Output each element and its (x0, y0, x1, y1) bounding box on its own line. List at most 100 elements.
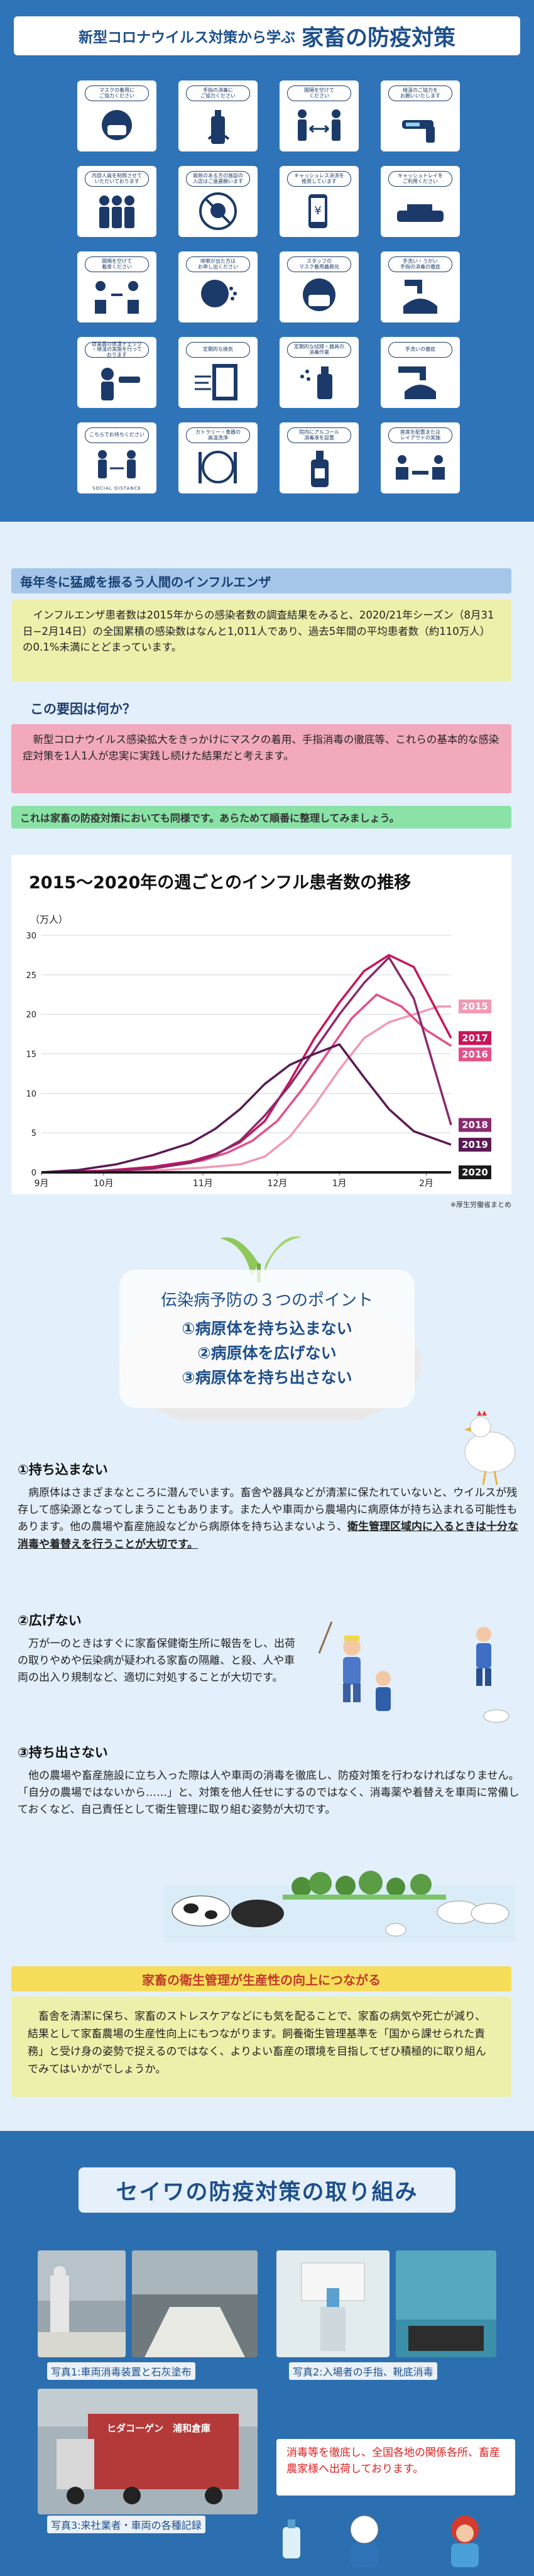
people-limit-icon (99, 195, 134, 228)
pictogram-label: 座席を配置または レイアウトの実施 (388, 427, 452, 443)
y-tick-label: 15 (26, 1050, 36, 1060)
x-tick-label: 1月 (332, 1179, 347, 1189)
bridge-note: これは家畜の防疫対策においても同様です。あらためて順番に整理してみましょう。 (11, 806, 511, 828)
series-tag-2019 (459, 1138, 491, 1152)
faucet-icon (398, 366, 436, 399)
pictogram-label: 手指の消毒に ご協力ください (186, 85, 250, 101)
cough-icon (201, 280, 237, 307)
caption-photo-1: 写真1:車両消毒装置と石灰塗布 (47, 2362, 195, 2380)
pictogram-label: 手洗い・うがい 手指の消毒の徹底 (388, 256, 452, 272)
pictogram-card: 間隔を空けて 着席ください (77, 251, 156, 322)
chart-title: 2015〜2020年の週ごとのインフル患者数の推移 (29, 873, 411, 893)
pictogram-card: マスクの着用に ご協力ください (77, 80, 156, 151)
pictogram-card: 咳嗽が出た方は お申し出ください (178, 251, 258, 322)
pictogram-bottom-label: SOCIAL DISTANCE (92, 486, 141, 491)
pictogram-card: 手指の消毒に ご協力ください (178, 80, 258, 151)
pictogram-card: 手洗いの徹底 (381, 337, 460, 408)
caption-photo-2: 写真2:入場者の手指、靴底消毒 (289, 2362, 437, 2380)
pictogram-card: 検温のご協力を お願いいたします (381, 80, 460, 151)
pictogram-card: キャッシュトレイを ご利用ください (381, 166, 460, 237)
hygiene-heading: 家畜の衛生管理が生産性の向上につながる (11, 1966, 511, 1991)
series-tag-2018 (459, 1118, 491, 1132)
sanitizer-icon (207, 110, 230, 144)
pictogram-card: スタッフの マスク着用義務化 (280, 251, 359, 322)
series-tag-2016 (459, 1047, 491, 1062)
shoe-mat-icon (396, 2250, 496, 2351)
seating-icon (95, 281, 139, 314)
pictogram-label: キャッシュトレイを ご利用ください (388, 171, 452, 187)
photo-disinfection-gate (38, 2250, 126, 2357)
section-1-text: 病原体はさまざまなところに潜んでいます。畜舎や器具などが清潔に保たれていないと、… (18, 1487, 518, 1534)
truck-icon (38, 2389, 258, 2504)
influenza-body: インフルエンザ患者数は2015年からの感染者数の調査結果をみると、2020/21… (11, 600, 511, 681)
pictogram-label: 内部人員を制限させて いただいております (85, 171, 149, 187)
series-tag-label: 2015 (462, 1001, 488, 1012)
mask-icon (102, 110, 132, 140)
y-tick-label: 5 (31, 1129, 36, 1138)
seat-layout-icon (396, 455, 445, 480)
section-2-heading: ②広げない (18, 1613, 82, 1628)
point-2: ②病原体を広げない (197, 1343, 337, 1362)
photo-lime-coating (132, 2250, 258, 2357)
series-line-2015 (41, 1005, 451, 1174)
pictogram-label: 間隔を空けて 着席ください (85, 256, 149, 272)
pictogram-label: 間隔を空けて ください (287, 85, 351, 101)
pictogram-label: 発熱のある方の施設の 入店はご遠慮願います (186, 171, 250, 187)
pictogram-label: 定期的な拭掃・器具の 消毒作業 (287, 342, 351, 358)
social-distance-icon (98, 450, 136, 478)
x-tick-label: 10月 (94, 1179, 114, 1189)
x-tick-label: 12月 (267, 1179, 287, 1189)
y-axis-label: （万人） (30, 914, 68, 925)
pictogram-label: 従業員の体温チェック ・検温の実施を行って おります (85, 341, 149, 358)
page-title-bar: 新型コロナウイルス対策から学ぶ 家畜の防疫対策 (14, 16, 520, 55)
pictogram-card: 発熱のある方の施設の 入店はご遠慮願います (178, 166, 258, 237)
pictogram-label: 院内にアルコール 消毒液を設置 (287, 427, 351, 443)
staff-mask-icon (303, 278, 335, 311)
pictogram-label: 手洗いの徹底 (388, 342, 452, 358)
ventilation-icon (195, 364, 237, 400)
answer-box: 新型コロナウイルス感染拡大をきっかけにマスクの着用、手指消毒の徹底等、これらの基… (11, 724, 511, 793)
points-illustration: 伝染病予防の３つのポイント ①病原体を持ち込まない ②病原体を広げない ③病原体… (94, 1219, 446, 1421)
thermometer-icon (402, 120, 435, 143)
series-tag-2015 (459, 999, 491, 1014)
seiwa-title: セイワの防疫対策の取り組み (79, 2167, 455, 2213)
section-2-body: 万が一のときはすぐに家畜保健衛生所に報告をし、出荷の取りやめや伝染病が疑われる家… (18, 1638, 295, 1685)
pictogram-grid: マスクの着用に ご協力ください 手指の消毒に ご協力ください 間隔を空けて ください… (77, 80, 460, 493)
chart-source: ※厚生労働省まとめ (450, 1201, 511, 1209)
distance-icon (298, 109, 341, 141)
pictogram-label: こちらでお待ちください (85, 427, 149, 443)
no-fever-icon (199, 192, 237, 230)
series-tag-2017 (459, 1031, 491, 1045)
pictogram-label: 定期的な換気 (186, 342, 250, 358)
x-tick-label: 11月 (193, 1179, 213, 1189)
cutlery-icon (199, 451, 237, 483)
influenza-heading: 毎年冬に猛威を振るう人間のインフルエンザ (11, 568, 511, 593)
hygiene-body: 畜舎を清潔に保ち、家畜のストレスケアなどにも気を配ることで、家畜の病気や死亡が減… (11, 1996, 511, 2097)
pictogram-card: 座席を配置または レイアウトの実施 (381, 422, 460, 493)
pictogram-card: 間隔を空けて ください (280, 80, 359, 151)
point-1: ①病原体を持ち込まない (182, 1319, 352, 1338)
series-tag-label: 2019 (462, 1139, 488, 1150)
series-tag-2020 (459, 1165, 491, 1179)
section-3-body: 他の農場や畜産施設に立ち入った際は人や車両の消毒を徹底し、防疫対策を行わなければ… (18, 1770, 520, 1817)
disinfect-spray-icon (300, 366, 332, 399)
cash-tray-icon (397, 204, 444, 222)
farm-landscape-icon (163, 1871, 515, 1942)
pictogram-card: 手洗い・うがい 手指の消毒の徹底 (381, 251, 460, 322)
handwash-icon (403, 280, 437, 314)
pictogram-card: 定期的な拭掃・器具の 消毒作業 (280, 337, 359, 408)
pictogram-card: カトラリー・食器の 高温洗浄 (178, 422, 258, 493)
x-tick-label: 2月 (419, 1179, 433, 1189)
y-tick-label: 20 (26, 1011, 36, 1020)
svg-text:¥: ¥ (314, 204, 321, 217)
y-tick-label: 30 (26, 932, 36, 941)
series-line-2017 (41, 954, 452, 1174)
section-1-emphasis: 衛生管理区域内に入るときは十分な消毒や着替えを行うことが大切です。 (18, 1521, 518, 1551)
pictogram-label: キャッシュレス決済を 推奨しています (287, 171, 351, 187)
staff-characters-icon (283, 2515, 479, 2567)
series-tag-label: 2017 (462, 1032, 488, 1043)
cashless-icon: ¥ (308, 194, 327, 228)
header-section: 新型コロナウイルス対策から学ぶ 家畜の防疫対策 マスクの着用に ご協力ください手… (0, 0, 534, 522)
seiwa-notice: 消毒等を徹底し、全国各地の関係各所、畜産農家様へ出荷しております。 (276, 2439, 515, 2496)
influenza-chart: 2015〜2020年の週ごとのインフル患者数の推移 （万人） 0 5 10 15 20 25… (11, 855, 511, 1194)
